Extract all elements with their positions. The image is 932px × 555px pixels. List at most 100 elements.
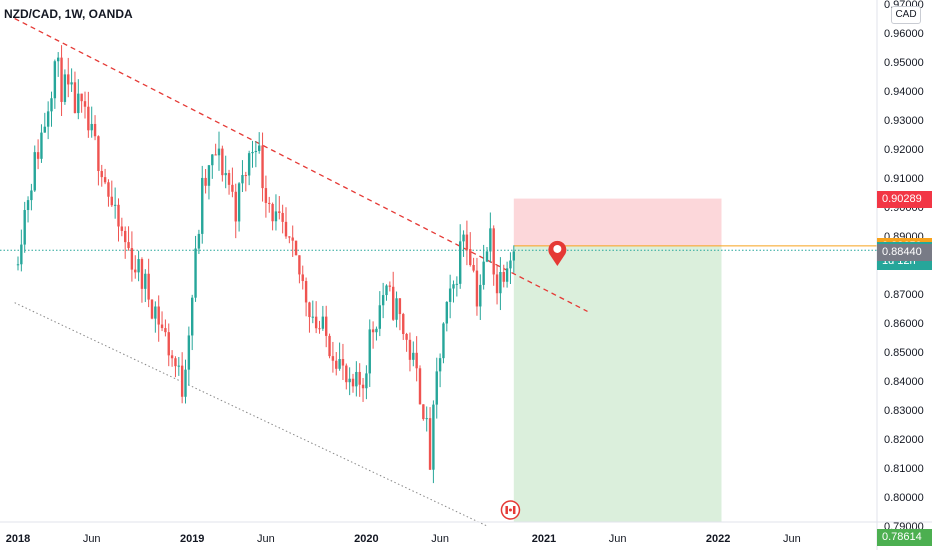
candle-body (174, 358, 177, 367)
candle-body (428, 418, 432, 470)
candle-body (482, 261, 485, 285)
candle-body (97, 136, 100, 172)
candle-body (495, 274, 499, 294)
candle-body (489, 228, 492, 252)
candle-body (469, 249, 472, 266)
candle-body (144, 273, 147, 289)
candle-body (191, 297, 194, 336)
currency-badge[interactable]: CAD (891, 6, 921, 24)
y-tick-label: 0.91000 (884, 173, 924, 185)
candle-body (301, 274, 304, 282)
candle-body (308, 302, 311, 318)
candle-body (375, 328, 378, 333)
x-tick-label: Jun (257, 533, 275, 545)
low-price-label: 0.88440 (877, 244, 932, 262)
candle-body (492, 228, 495, 275)
candle-body (398, 298, 402, 315)
y-tick-label: 0.94000 (884, 86, 924, 98)
y-tick-label: 0.96000 (884, 28, 924, 40)
candle-body (335, 360, 338, 369)
candle-body (381, 295, 385, 306)
candle-body (351, 378, 355, 387)
candle-body (291, 237, 294, 241)
candle-body (20, 244, 23, 265)
candle-body (448, 288, 452, 302)
candle-body (314, 316, 318, 329)
candle-body (284, 221, 288, 237)
candle-body (288, 236, 291, 238)
candle-body (237, 183, 241, 222)
candle-body (261, 145, 264, 189)
candle-body (412, 352, 415, 360)
candle-body (207, 165, 211, 186)
candle-body (425, 418, 428, 420)
candle-body (40, 132, 43, 159)
candle-body (311, 316, 314, 318)
candle-body (224, 173, 227, 176)
candle-body (321, 316, 325, 329)
x-tick-label: Jun (83, 533, 101, 545)
lower-trendline (14, 302, 488, 527)
marker-hole (553, 244, 562, 253)
candle-body (170, 355, 174, 359)
candle-body (214, 154, 217, 156)
candle-body (60, 57, 63, 102)
candle-body (30, 190, 33, 201)
candle-body (368, 329, 371, 374)
candle-body (16, 264, 20, 266)
y-tick-label: 0.84000 (884, 376, 924, 388)
candle-body (459, 241, 462, 284)
candle-body (194, 248, 197, 298)
candle-body (160, 324, 164, 329)
candle-body (278, 211, 281, 213)
x-tick-label: Jun (783, 533, 801, 545)
candle-body (348, 378, 351, 383)
candle-body (137, 259, 140, 273)
candle-body (378, 305, 381, 329)
candle-body (127, 242, 130, 249)
candle-body (472, 265, 475, 271)
candle-body (485, 251, 489, 262)
candle-body (244, 175, 247, 177)
candle-body (157, 306, 160, 325)
candle-body (117, 204, 120, 227)
candle-body (435, 371, 438, 405)
candle-body (388, 285, 392, 287)
candle-body (345, 365, 348, 383)
y-tick-label: 0.82000 (884, 434, 924, 446)
candle-body (184, 369, 187, 397)
candle-body (418, 368, 422, 405)
candle-body (83, 101, 87, 107)
x-tick-label: Jun (609, 533, 627, 545)
candle-body (392, 286, 395, 320)
y-tick-label: 0.80000 (884, 492, 924, 504)
candle-body (70, 82, 73, 85)
candle-body (67, 74, 70, 85)
candle-body (465, 234, 469, 250)
candle-body (405, 333, 408, 340)
candle-body (87, 106, 90, 131)
candle-body (57, 57, 60, 62)
candle-body (294, 240, 298, 256)
candle-body (113, 204, 117, 206)
candle-body (499, 271, 502, 294)
candle-body (331, 356, 335, 361)
candle-body (512, 251, 515, 261)
candle-body (475, 270, 479, 307)
price-alert-marker (548, 240, 567, 266)
candle-body (80, 93, 83, 102)
candle-body (408, 339, 412, 360)
chart-title: NZD/CAD, 1W, OANDA (4, 7, 133, 21)
candle-body (197, 233, 201, 249)
candle-body (124, 230, 127, 243)
y-tick-label: 0.93000 (884, 115, 924, 127)
candle-body (43, 126, 46, 133)
candle-body (90, 123, 93, 131)
candle-body (274, 211, 278, 222)
candle-body (134, 269, 137, 273)
y-tick-label: 0.86000 (884, 318, 924, 330)
y-tick-label: 0.92000 (884, 144, 924, 156)
candle-body (234, 191, 237, 222)
candle-body (338, 359, 341, 369)
